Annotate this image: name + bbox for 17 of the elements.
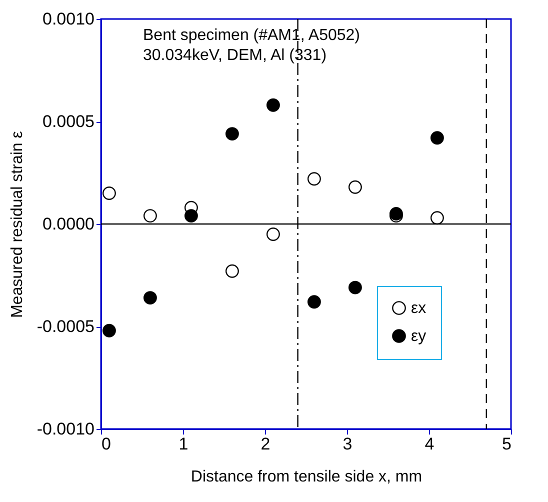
x-tick-label: 0: [102, 434, 111, 454]
legend-label: εx: [411, 300, 426, 317]
y-tick-label: 0.0010: [42, 10, 94, 28]
legend-label: εy: [411, 328, 426, 345]
y-tick-label: 0.0005: [42, 112, 94, 131]
x-tick-label: 5: [502, 434, 512, 454]
y-axis-title: Measured residual strain ε: [8, 131, 26, 318]
x-tick-label: 2: [260, 434, 270, 454]
x-axis-title: Distance from tensile side x, mm: [190, 468, 422, 486]
annotation: Bent specimen (#AM1, A5052): [143, 27, 360, 44]
annotation: 30.034keV, DEM, Al (331): [143, 47, 327, 64]
y-tick-label: 0.0000: [42, 214, 94, 234]
y-tick-label: -0.0010: [36, 420, 94, 438]
x-tick-label: 4: [424, 434, 434, 454]
y-tick-label: -0.0005: [36, 317, 94, 336]
x-tick-label: 1: [178, 434, 188, 454]
x-tick-label: 3: [342, 434, 352, 454]
